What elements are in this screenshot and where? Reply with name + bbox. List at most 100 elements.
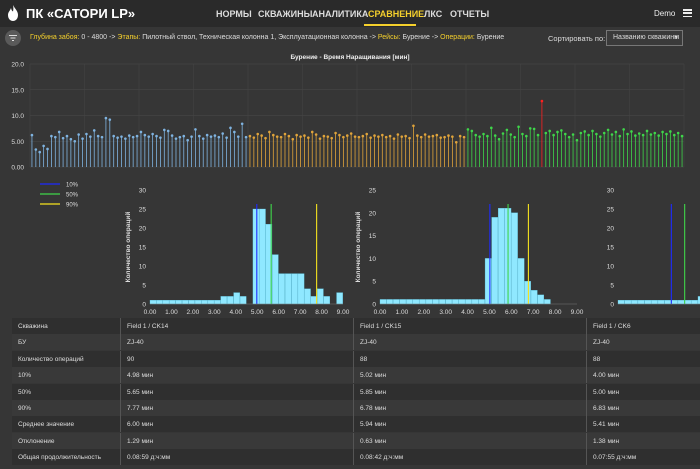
data-point <box>528 127 532 130</box>
data-point <box>505 128 509 132</box>
data-point <box>81 137 84 140</box>
histogram-bar <box>664 300 672 305</box>
chevron-down-icon: ▾ <box>674 34 678 41</box>
data-point <box>104 116 108 120</box>
data-point <box>326 135 330 138</box>
nav-reports[interactable]: ОТЧЕТЫ <box>450 9 490 19</box>
table-row: Отклонение 1.29 мин 0.63 мин 1.38 мин <box>12 432 700 449</box>
histogram-bar <box>458 299 466 305</box>
histogram-bar <box>677 300 685 305</box>
histogram-bar <box>304 288 311 305</box>
data-point <box>626 132 629 136</box>
data-point <box>396 133 400 136</box>
data-point <box>443 135 446 139</box>
data-point <box>252 136 256 139</box>
data-point <box>209 135 213 138</box>
data-point <box>116 136 119 139</box>
sort-select[interactable]: Названию скважины ▾ <box>606 30 683 46</box>
data-point <box>260 134 263 137</box>
data-point <box>661 130 664 134</box>
table-cell: 5.65 мин <box>120 383 353 400</box>
data-point <box>186 138 189 142</box>
x-tick-label: 3.00 <box>208 309 221 316</box>
hamburger-menu-icon[interactable] <box>683 9 692 18</box>
data-point <box>365 132 369 136</box>
y-tick-label: 0 <box>610 302 614 309</box>
data-point <box>205 133 209 137</box>
table-row: 90% 7.77 мин 6.78 мин 6.83 мин <box>12 400 700 416</box>
histogram-3: 0 5 10 15 20 25 30 <box>607 188 700 309</box>
histogram-bar <box>471 299 479 305</box>
data-point <box>50 134 53 138</box>
data-point <box>630 130 633 133</box>
data-point <box>423 133 427 136</box>
nav-lks[interactable]: ЛКС <box>424 9 443 19</box>
data-point <box>458 134 462 138</box>
depth-label: Глубина забоя: <box>30 34 80 41</box>
data-point <box>108 118 112 121</box>
data-point <box>470 129 474 133</box>
data-point <box>221 132 224 135</box>
nav-wells[interactable]: СКВАЖИНЫ <box>258 9 313 19</box>
stages-value: Пилотный ствол, Техническая колонна 1, Э… <box>142 34 368 41</box>
data-point <box>478 135 481 138</box>
table-row: Среднее значение 6.00 мин 5.94 мин 5.41 мин <box>12 416 700 433</box>
histogram-bar <box>651 300 658 305</box>
data-point <box>295 133 298 137</box>
data-point <box>400 135 404 138</box>
table-cell: 1.38 мин <box>586 432 700 449</box>
table-cell: 5.94 мин <box>353 416 586 433</box>
data-point <box>303 134 306 137</box>
data-point <box>509 133 513 136</box>
histogram-bar <box>310 296 318 305</box>
x-tick-label: 0.00 <box>374 309 387 316</box>
histogram-bar <box>406 299 413 305</box>
table-cell: 0.07:55 д:ч:мм <box>586 449 700 466</box>
data-point <box>283 132 287 136</box>
histogram-bar <box>511 212 518 305</box>
data-point <box>637 132 641 135</box>
y-tick-label: 10 <box>369 256 377 263</box>
data-point <box>190 135 193 138</box>
x-tick-label: 3.00 <box>439 309 452 316</box>
trips-label: Рейсы: <box>377 34 401 41</box>
histogram-bar <box>379 299 387 305</box>
histogram-bar <box>691 300 698 305</box>
data-point <box>244 135 248 139</box>
data-point <box>408 136 411 140</box>
histogram-bar <box>498 208 505 305</box>
histogram-bar <box>220 296 228 305</box>
data-point <box>275 135 279 138</box>
data-point <box>314 133 318 136</box>
data-point <box>416 134 419 137</box>
table-cell: 4.00 мин <box>586 367 700 384</box>
table-cell: ZJ-40 <box>586 334 700 351</box>
data-point <box>466 128 470 131</box>
histogram-bar <box>465 299 472 305</box>
data-point <box>213 134 217 137</box>
nav-analytics[interactable]: АНАЛИТИКА <box>312 9 369 19</box>
data-point <box>322 134 326 138</box>
data-point <box>676 131 680 135</box>
data-point <box>447 134 450 137</box>
operations-label: Операции: <box>440 34 475 41</box>
data-point <box>536 133 540 137</box>
data-point <box>369 136 372 139</box>
y-tick-label: 20.0 <box>11 62 24 69</box>
data-point <box>587 133 590 137</box>
data-point <box>61 136 65 140</box>
nav-norms[interactable]: НОРМЫ <box>216 9 252 19</box>
x-tick-label: 1.00 <box>396 309 409 316</box>
data-point <box>349 132 353 135</box>
y-tick-label: 25 <box>607 207 615 214</box>
data-point <box>100 135 104 139</box>
user-name[interactable]: Demo <box>654 9 676 18</box>
data-point <box>482 132 485 136</box>
nav-comparison[interactable]: СРАВНЕНИЕ <box>368 9 425 19</box>
filter-button[interactable] <box>5 30 21 46</box>
data-point <box>330 136 333 140</box>
data-point <box>497 137 501 141</box>
data-point <box>194 128 197 131</box>
data-point <box>147 135 151 138</box>
table-cell: Общая продолжительность <box>18 454 102 462</box>
